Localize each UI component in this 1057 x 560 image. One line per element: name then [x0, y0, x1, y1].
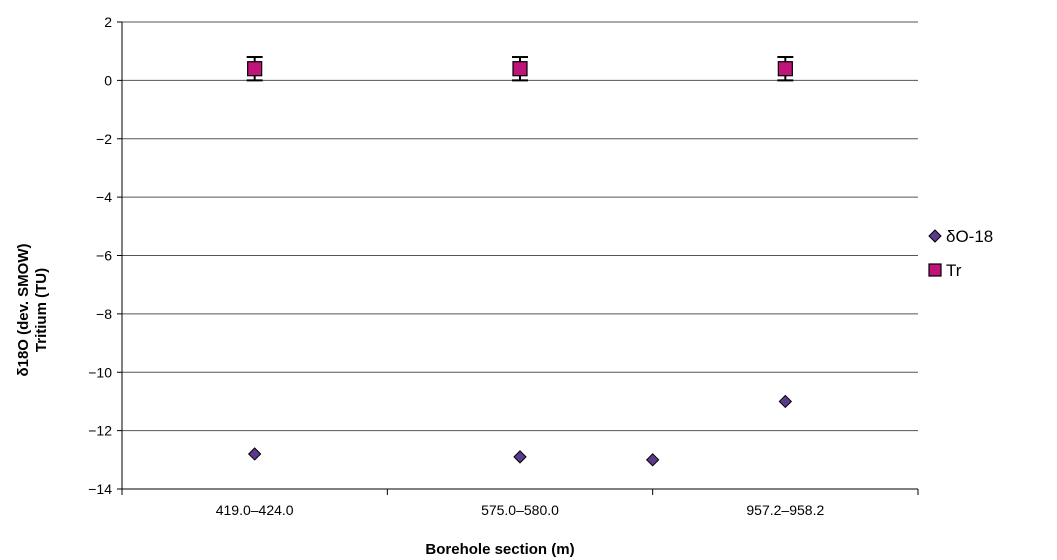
scatter-point-tr — [247, 61, 263, 77]
x-tick-labels: 419.0–424.0 575.0–580.0 957.2–958.2 — [216, 502, 825, 518]
y-tick-label: 0 — [104, 72, 112, 88]
y-axis-title-line1: δ18O (dev. SMOW) — [15, 243, 32, 376]
y-tick-label: −12 — [88, 423, 112, 439]
axes — [117, 21, 919, 495]
x-tick-label: 957.2–958.2 — [746, 502, 824, 518]
y-tick-label: −4 — [96, 189, 112, 205]
y-tick-label: −2 — [96, 131, 112, 147]
y-axis-title-line2: Tritium (TU) — [33, 268, 50, 352]
legend-label-do18: δO-18 — [946, 227, 993, 246]
x-tick-label: 419.0–424.0 — [216, 502, 294, 518]
y-axis-title: δ18O (dev. SMOW) Tritium (TU) — [15, 243, 50, 376]
legend: δO-18 Tr — [928, 227, 993, 280]
y-tick-label: −8 — [96, 306, 112, 322]
legend-item-tr: Tr — [928, 261, 962, 280]
y-tick-label: −10 — [88, 364, 112, 380]
scatter-point-tr — [777, 61, 793, 77]
scatter-point-tr — [512, 61, 528, 77]
legend-item-do18: δO-18 — [928, 227, 993, 246]
y-tick-labels: 2 0 −2 −4 −6 −8 −10 −12 −14 — [88, 14, 112, 497]
data-marks — [246, 56, 794, 467]
legend-diamond-marker — [928, 229, 942, 243]
scatter-point-do18 — [513, 450, 527, 464]
y-tick-label: −14 — [88, 481, 112, 497]
x-tick-label: 575.0–580.0 — [481, 502, 559, 518]
y-tick-label: 2 — [104, 14, 112, 30]
legend-label-tr: Tr — [946, 261, 962, 280]
scatter-point-do18 — [645, 453, 660, 467]
x-axis-title: Borehole section (m) — [425, 541, 574, 558]
y-tick-label: −6 — [96, 248, 112, 264]
legend-square-marker — [928, 263, 942, 277]
scatter-point-do18 — [247, 447, 262, 461]
gridlines — [122, 21, 918, 432]
scatter-point-do18 — [778, 394, 793, 409]
